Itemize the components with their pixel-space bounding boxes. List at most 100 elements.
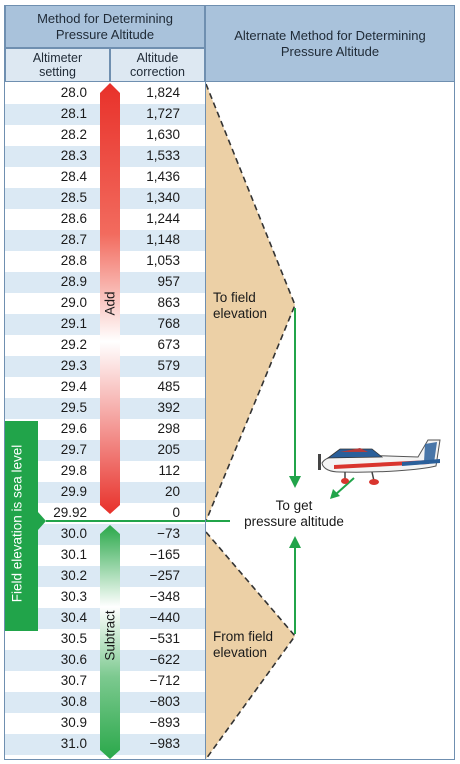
down-arrow-head xyxy=(289,476,301,488)
altitude-correction-cell: 112 xyxy=(158,463,180,478)
altitude-correction-cell: 1,053 xyxy=(146,253,180,268)
altitude-correction-cell: 673 xyxy=(157,337,180,352)
altitude-correction-cell: 1,436 xyxy=(146,169,180,184)
altimeter-setting-cell: 28.8 xyxy=(60,253,87,268)
table-row: 28.0 1,824 xyxy=(5,83,205,104)
altimeter-setting-header: Altimeter setting xyxy=(5,48,110,82)
aircraft-arrow-shaft xyxy=(334,477,355,496)
altitude-correction-cell: −622 xyxy=(149,652,180,667)
altitude-correction-cell: 1,630 xyxy=(146,127,180,142)
altimeter-setting-cell: 30.9 xyxy=(60,715,87,730)
altimeter-setting-cell: 29.9 xyxy=(60,484,87,499)
from-field-elevation-label: From field elevation xyxy=(213,629,274,660)
table-row: 29.0 863 xyxy=(5,293,205,314)
altitude-correction-cell: 20 xyxy=(164,484,180,499)
altimeter-setting-cell: 29.5 xyxy=(60,400,87,415)
table-row: 28.2 1,630 xyxy=(5,125,205,146)
altitude-correction-cell: −257 xyxy=(149,568,180,583)
altimeter-setting-cell: 28.3 xyxy=(60,148,87,163)
subtract-label: Subtract xyxy=(102,610,118,661)
altimeter-setting-cell: 30.8 xyxy=(60,694,87,709)
altimeter-setting-cell: 28.1 xyxy=(60,106,87,121)
altimeter-setting-cell: 28.5 xyxy=(60,190,87,205)
altimeter-setting-cell: 28.4 xyxy=(60,169,87,184)
upper-elevation-triangle xyxy=(206,84,295,521)
sea-level-label: Field elevation is sea level xyxy=(9,444,25,603)
altimeter-setting-cell: 28.7 xyxy=(60,232,87,247)
altitude-correction-cell: 1,244 xyxy=(146,211,180,226)
altimeter-setting-cell: 28.9 xyxy=(60,274,87,289)
altitude-correction-cell: 205 xyxy=(157,442,180,457)
altimeter-setting-cell: 29.92 xyxy=(53,505,87,520)
altitude-correction-cell: −440 xyxy=(149,610,180,625)
altitude-correction-cell: −348 xyxy=(149,589,180,604)
table-row: 29.8 112 xyxy=(5,461,205,482)
table-row: 29.6 298 xyxy=(5,419,205,440)
table-row: 30.7 −712 xyxy=(5,671,205,692)
altitude-correction-cell: −712 xyxy=(149,673,180,688)
table-row: 28.6 1,244 xyxy=(5,209,205,230)
altitude-correction-cell: 1,727 xyxy=(146,106,180,121)
altitude-correction-cell: 485 xyxy=(157,379,180,394)
sea-level-pointer xyxy=(38,512,46,530)
aircraft-arrow-head xyxy=(330,489,340,499)
altitude-correction-cell: −803 xyxy=(149,694,180,709)
upper-triangle-dashes xyxy=(205,83,296,522)
altimeter-setting-cell: 29.8 xyxy=(60,463,87,478)
left-header: Method for Determining Pressure Altitude xyxy=(5,5,205,48)
table-row: 30.9 −893 xyxy=(5,713,205,734)
table-row: 28.8 1,053 xyxy=(5,251,205,272)
table-row: 29.92 0 xyxy=(5,503,205,524)
altimeter-setting-cell: 29.1 xyxy=(60,316,87,331)
lower-elevation-triangle xyxy=(206,532,295,759)
altimeter-setting-cell: 29.2 xyxy=(60,337,87,352)
altimeter-setting-cell: 30.4 xyxy=(60,610,87,625)
lower-triangle-dashes xyxy=(205,531,297,760)
altitude-correction-cell: −73 xyxy=(157,526,180,541)
altimeter-setting-cell: 28.2 xyxy=(60,127,87,142)
altitude-correction-cell: −165 xyxy=(149,547,180,562)
altimeter-setting-cell: 30.0 xyxy=(60,526,87,541)
table-row: 30.3 −348 xyxy=(5,587,205,608)
altitude-correction-cell: 579 xyxy=(157,358,180,373)
add-arrow xyxy=(100,83,120,514)
altitude-correction-cell: −531 xyxy=(149,631,180,646)
altimeter-setting-cell: 29.6 xyxy=(60,421,87,436)
airplane-icon xyxy=(318,439,441,485)
altimeter-setting-cell: 30.2 xyxy=(60,568,87,583)
table-row: 29.4 485 xyxy=(5,377,205,398)
altimeter-setting-cell: 29.3 xyxy=(60,358,87,373)
sea-level-badge xyxy=(5,421,38,631)
to-get-pressure-altitude-label: To get pressure altitude xyxy=(244,498,344,529)
altitude-correction-cell: −983 xyxy=(149,736,180,751)
altitude-correction-cell: 392 xyxy=(157,400,180,415)
altitude-correction-cell: 298 xyxy=(157,421,180,436)
altitude-correction-cell: 1,148 xyxy=(146,232,180,247)
altimeter-setting-cell: 30.1 xyxy=(60,547,87,562)
altitude-correction-cell: 1,340 xyxy=(146,190,180,205)
altimeter-setting-cell: 29.4 xyxy=(60,379,87,394)
to-field-elevation-label: To field elevation xyxy=(213,290,268,321)
right-header: Alternate Method for Determining Pressur… xyxy=(205,5,455,82)
altitude-correction-cell: 1,824 xyxy=(146,85,180,100)
altimeter-setting-cell: 29.0 xyxy=(60,295,87,310)
add-label: Add xyxy=(102,291,118,316)
table-row: 30.1 −165 xyxy=(5,545,205,566)
altitude-correction-cell: 0 xyxy=(172,505,180,520)
altimeter-setting-cell: 31.0 xyxy=(60,736,87,751)
altimeter-setting-cell: 30.3 xyxy=(60,589,87,604)
table-row: 29.2 673 xyxy=(5,335,205,356)
altimeter-setting-cell: 30.7 xyxy=(60,673,87,688)
altitude-correction-header: Altitude correction xyxy=(110,48,205,82)
up-arrow-head xyxy=(289,536,301,548)
altitude-correction-cell: 863 xyxy=(157,295,180,310)
altimeter-setting-cell: 28.0 xyxy=(60,85,87,100)
altimeter-setting-cell: 29.7 xyxy=(60,442,87,457)
column-divider xyxy=(205,82,206,759)
altitude-correction-cell: 1,533 xyxy=(146,148,180,163)
altitude-correction-cell: 957 xyxy=(157,274,180,289)
altitude-correction-cell: −893 xyxy=(149,715,180,730)
altimeter-setting-cell: 30.6 xyxy=(60,652,87,667)
table-row: 30.5 −531 xyxy=(5,629,205,650)
subtract-arrow xyxy=(100,525,120,759)
